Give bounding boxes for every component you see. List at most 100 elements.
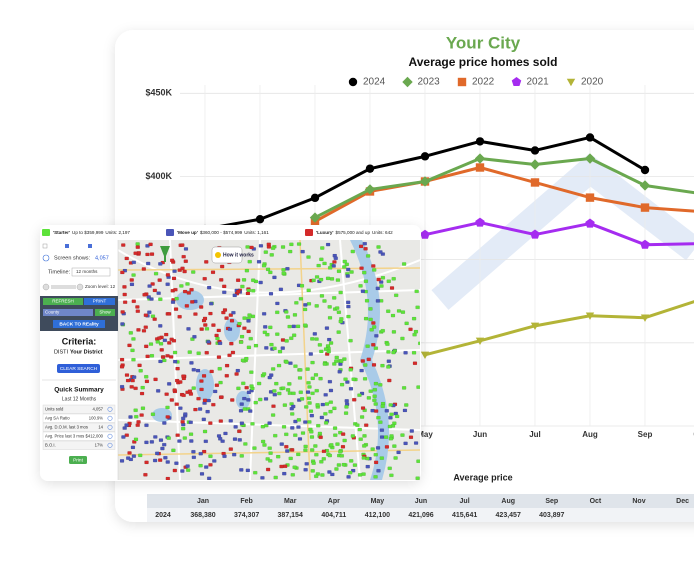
map-marker [371, 343, 376, 347]
how-it-works-text[interactable]: How it works [223, 252, 254, 258]
how-it-works[interactable] [211, 246, 243, 264]
map-marker [307, 401, 312, 405]
table-header-bg [147, 494, 694, 508]
table-row-label: 2024 [155, 512, 171, 519]
map-marker [288, 249, 293, 254]
zoom-out[interactable] [42, 283, 50, 291]
county-select[interactable] [43, 309, 93, 316]
map-marker [157, 336, 162, 340]
map-marker [216, 434, 222, 438]
map-marker [213, 389, 218, 394]
map-marker [124, 256, 129, 261]
map-marker [408, 435, 414, 440]
map-marker [359, 415, 365, 419]
map-marker [314, 452, 319, 457]
map-markers [119, 241, 420, 480]
map-marker [327, 305, 332, 309]
map-marker [251, 288, 256, 293]
map-marker [275, 332, 280, 336]
map-marker [308, 352, 313, 356]
map-marker [348, 367, 353, 372]
map-marker [413, 441, 419, 445]
checkbox[interactable] [42, 243, 48, 249]
map-marker [348, 470, 353, 475]
map-marker [165, 282, 170, 287]
back-text[interactable]: BACK TO REality [59, 321, 99, 327]
timeline-value[interactable]: 12 months [76, 269, 98, 274]
county-text[interactable]: County [45, 310, 60, 315]
map-marker [323, 393, 328, 397]
map-marker [339, 454, 344, 458]
map-marker [185, 282, 190, 286]
back-button[interactable] [53, 320, 105, 328]
map-marker [158, 262, 163, 266]
print-top-text[interactable]: PRINT [93, 299, 107, 304]
map-marker [390, 313, 396, 318]
map-marker [319, 294, 325, 298]
map-marker [310, 376, 315, 381]
map-legend-units: Units: 1,161 [244, 230, 269, 235]
clear-search-button[interactable] [57, 364, 100, 373]
map-marker [241, 278, 247, 282]
zoom-in[interactable] [76, 283, 84, 291]
clear-search-text[interactable]: CLEAR SEARCH [60, 366, 98, 372]
map-marker [159, 348, 164, 352]
map-marker [362, 444, 367, 448]
map-marker [208, 311, 213, 316]
map-marker [415, 476, 420, 480]
map-marker [198, 451, 203, 456]
map-marker [199, 472, 205, 476]
map-marker [376, 245, 381, 249]
zoom-slider[interactable] [51, 285, 76, 289]
map-marker [185, 464, 190, 468]
map-marker [346, 304, 351, 309]
map-marker [172, 350, 178, 355]
print-text[interactable]: Print [73, 457, 84, 463]
map-marker [400, 433, 405, 437]
checkbox[interactable] [88, 244, 92, 248]
print-button[interactable] [69, 456, 87, 464]
point-marker [309, 212, 321, 223]
show-button[interactable] [95, 309, 115, 316]
map-marker [314, 275, 320, 279]
refresh-button[interactable] [43, 298, 83, 305]
map-marker [121, 243, 126, 247]
map-marker [196, 351, 201, 355]
map-marker [268, 451, 273, 455]
map-marker [276, 363, 282, 368]
checkbox[interactable] [65, 244, 69, 248]
map-marker [158, 297, 163, 301]
info-icon[interactable] [42, 254, 50, 262]
left-panel: Screen shows: 4,057 Timeline: 12 months … [40, 243, 118, 464]
map-marker [146, 295, 151, 299]
map-marker [280, 346, 285, 350]
map-marker [124, 423, 129, 427]
refresh-text[interactable]: REFRESH [52, 299, 74, 304]
map-marker [281, 268, 286, 272]
map-marker [212, 459, 217, 463]
map-marker [386, 365, 391, 369]
print-top-button[interactable] [84, 298, 115, 305]
map-marker [380, 363, 385, 368]
map-marker [237, 429, 242, 434]
map-marker [169, 398, 174, 402]
timeline-select[interactable] [71, 267, 111, 277]
show-text[interactable]: Show [99, 310, 111, 315]
map-marker [339, 359, 344, 363]
map-marker [333, 433, 338, 437]
map-marker [165, 354, 170, 358]
map-marker [166, 312, 172, 316]
map-marker [379, 435, 385, 439]
map-marker [186, 327, 191, 331]
map-marker [305, 390, 311, 394]
map-marker [359, 368, 364, 373]
map-marker [189, 287, 194, 292]
map-marker [239, 468, 244, 472]
map-marker [131, 273, 136, 277]
map-marker [206, 340, 211, 344]
map-marker [288, 456, 293, 461]
map-marker [380, 328, 385, 333]
map-marker [394, 414, 400, 419]
map-marker [272, 392, 277, 397]
map-marker [165, 273, 171, 277]
